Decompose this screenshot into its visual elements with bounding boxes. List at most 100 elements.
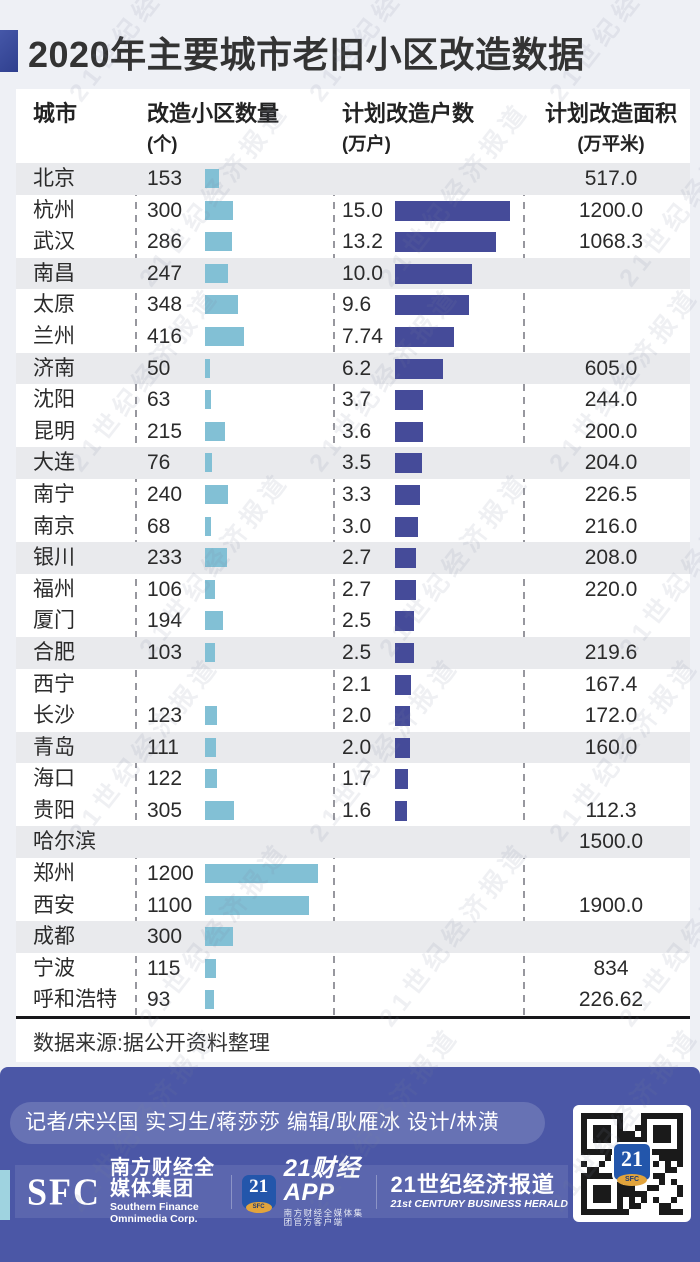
logo-divider-2 bbox=[375, 1174, 377, 1209]
table-row: 沈阳 63 3.7 244.0 bbox=[16, 384, 690, 416]
city-label: 沈阳 bbox=[33, 388, 75, 412]
column-divider-2 bbox=[333, 163, 335, 1017]
households-bar bbox=[395, 358, 443, 379]
households-value: 1.6 bbox=[342, 798, 372, 822]
count-value: 300 bbox=[147, 925, 183, 949]
city-label: 济南 bbox=[33, 356, 75, 380]
count-bar bbox=[205, 958, 216, 978]
count-bar bbox=[205, 169, 220, 188]
count-bar bbox=[205, 864, 318, 884]
table-row: 济南 50 6.2 605.0 bbox=[16, 352, 690, 385]
area-value: 1500.0 bbox=[578, 830, 644, 854]
21-app-icon-badge: SFC bbox=[245, 1201, 272, 1213]
qr-code: 21 SFC bbox=[573, 1105, 691, 1222]
area-value: 167.4 bbox=[584, 672, 638, 696]
households-bar bbox=[395, 769, 408, 790]
table-row: 南宁 240 3.3 226.5 bbox=[16, 479, 690, 511]
households-value: 3.5 bbox=[342, 451, 372, 475]
households-bar bbox=[395, 484, 421, 505]
header-area-line1: 计划改造面积 bbox=[544, 101, 677, 126]
count-value: 103 bbox=[147, 640, 183, 664]
area-value: 1068.3 bbox=[578, 230, 644, 254]
city-label: 青岛 bbox=[33, 735, 75, 759]
households-value: 2.0 bbox=[342, 735, 372, 759]
city-label: 厦门 bbox=[33, 609, 75, 633]
header-area: 计划改造面积 (万平米) bbox=[532, 99, 690, 159]
count-value: 68 bbox=[147, 514, 171, 538]
count-value: 63 bbox=[147, 388, 171, 412]
count-value: 50 bbox=[147, 356, 171, 380]
city-label: 南宁 bbox=[33, 482, 75, 506]
count-bar bbox=[205, 516, 212, 536]
households-bar bbox=[395, 295, 469, 316]
footer-banner: 记者/宋兴国 实习生/蒋莎莎 编辑/耿雁冰 设计/林潢 SFC 南方财经全媒体集… bbox=[0, 1067, 700, 1262]
count-value: 215 bbox=[147, 419, 183, 443]
table-row: 成都 300 bbox=[16, 921, 690, 953]
table-row: 太原 348 9.6 bbox=[16, 289, 690, 321]
count-value: 233 bbox=[147, 546, 183, 570]
count-value: 111 bbox=[147, 735, 179, 759]
qr-center-icon: 21 SFC bbox=[612, 1142, 652, 1186]
city-label: 西宁 bbox=[33, 672, 75, 696]
app-subtitle: 南方财经全媒体集团官方客户端 bbox=[283, 1208, 364, 1227]
app-name: 21财经APP bbox=[283, 1155, 361, 1206]
count-bar bbox=[205, 642, 215, 662]
table-rows: 北京 153 517.0 杭州 300 15.0 1200.0 武汉 286 1… bbox=[16, 163, 690, 1017]
qr-center-number: 21 bbox=[621, 1146, 643, 1171]
count-value: 300 bbox=[147, 198, 183, 222]
count-value: 305 bbox=[147, 798, 183, 822]
sfc-names: 南方财经全媒体集团 Southern Finance Omnimedia Cor… bbox=[110, 1158, 221, 1224]
count-value: 348 bbox=[147, 293, 183, 317]
count-bar bbox=[205, 358, 210, 378]
area-value: 208.0 bbox=[584, 546, 638, 570]
logo-strip: SFC 南方财经全媒体集团 Southern Finance Omnimedia… bbox=[15, 1157, 568, 1226]
count-bar bbox=[205, 800, 234, 820]
city-label: 兰州 bbox=[33, 324, 75, 348]
households-value: 3.3 bbox=[342, 482, 372, 506]
count-value: 106 bbox=[147, 577, 183, 601]
households-value: 9.6 bbox=[342, 293, 372, 317]
area-value: 200.0 bbox=[584, 419, 638, 443]
count-value: 194 bbox=[147, 609, 183, 633]
count-value: 1100 bbox=[147, 893, 193, 917]
table-row: 西宁 2.1 167.4 bbox=[16, 669, 690, 701]
area-value: 112.3 bbox=[585, 798, 637, 822]
area-value: 226.5 bbox=[584, 482, 638, 506]
table-row: 厦门 194 2.5 bbox=[16, 605, 690, 637]
column-divider-1 bbox=[135, 163, 137, 1017]
households-bar bbox=[395, 390, 424, 411]
teal-accent-stripe bbox=[0, 1170, 10, 1220]
households-value: 15.0 bbox=[342, 198, 383, 222]
21-app-icon: 21 SFC bbox=[241, 1174, 276, 1213]
header-households-unit: (万户) bbox=[342, 133, 391, 154]
area-value: 172.0 bbox=[584, 704, 638, 728]
households-value: 3.7 bbox=[342, 388, 372, 412]
households-value: 2.7 bbox=[342, 546, 372, 570]
table-row: 南昌 247 10.0 bbox=[16, 257, 690, 290]
sfc-name-en: Southern Finance Omnimedia Corp. bbox=[110, 1201, 199, 1225]
herald-logo: 21世纪经济报道 21st CENTURY BUSINESS HERALD bbox=[390, 1173, 568, 1210]
households-value: 7.74 bbox=[342, 324, 383, 348]
city-label: 太原 bbox=[33, 293, 75, 317]
area-value: 216.0 bbox=[584, 514, 638, 538]
21-app-icon-number: 21 bbox=[249, 1175, 269, 1197]
count-value: 416 bbox=[147, 324, 183, 348]
count-bar bbox=[205, 895, 309, 915]
herald-name-en: 21st CENTURY BUSINESS HERALD bbox=[390, 1198, 569, 1211]
city-label: 成都 bbox=[33, 925, 75, 949]
households-bar bbox=[395, 800, 408, 821]
count-value: 76 bbox=[147, 451, 171, 475]
table-row: 呼和浩特 93 226.62 bbox=[16, 984, 690, 1016]
area-value: 160.0 bbox=[584, 735, 638, 759]
title-accent-square bbox=[0, 30, 18, 72]
data-source-note: 数据来源:据公开资料整理 bbox=[33, 1032, 270, 1055]
households-bar bbox=[395, 453, 422, 474]
table-row: 银川 233 2.7 208.0 bbox=[16, 542, 690, 574]
column-divider-3 bbox=[523, 163, 525, 1017]
households-bar bbox=[395, 421, 423, 442]
city-label: 武汉 bbox=[33, 230, 75, 254]
logo-divider-1 bbox=[231, 1174, 232, 1209]
city-label: 长沙 bbox=[33, 704, 75, 728]
table-row: 贵阳 305 1.6 112.3 bbox=[16, 795, 690, 827]
